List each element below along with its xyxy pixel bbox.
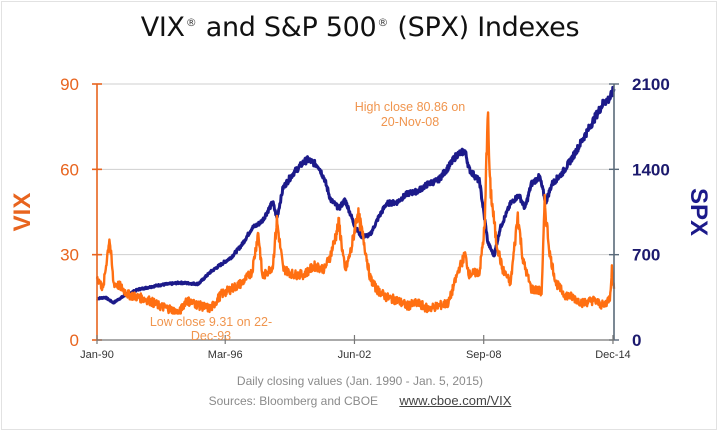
high-close-annotation: High close 80.86 on [355,100,466,114]
gridlines [97,83,614,256]
vix-series-line [95,111,616,315]
axes: 0 30 60 90 0 700 1400 2100 Jan-90 Mar-96 Jun-02 Sep… [9,75,712,361]
right-tick-label: 700 [632,246,660,265]
x-tick-label: Dec-14 [595,349,630,361]
spx-series-line [95,85,616,305]
sources-text: Sources: Bloomberg and CBOE [208,394,379,408]
registered-mark: ® [185,16,197,29]
left-tick-label: 30 [60,246,79,265]
chart-subtitle: Daily closing values (Jan. 1990 - Jan. 5… [236,374,484,388]
high-close-annotation-date: 20-Nov-08 [381,115,439,129]
right-tick-label: 2100 [632,75,670,94]
low-close-annotation: Low close 9.31 on 22- [150,315,272,329]
x-tick-label: Mar-96 [208,349,243,361]
low-close-annotation-date: Dec-93 [191,329,231,343]
x-tick-label: Jan-90 [80,349,114,361]
left-tick-label: 90 [60,75,79,94]
left-tick-label: 60 [60,160,79,179]
title-part-indexes: (SPX) Indexes [397,12,580,43]
title-part-vix: VIX [140,12,185,43]
chart-source-line: Sources: Bloomberg and CBOE www.cboe.com… [0,393,720,408]
left-tick-label: 0 [70,331,79,350]
x-tick-label: Jun-02 [338,349,372,361]
right-tick-label: 1400 [632,160,670,179]
registered-mark: ® [377,16,389,29]
spx-series-label: SPX [515,0,553,5]
title-part-sp500: and S&P 500 [205,12,377,43]
cboe-vix-link[interactable]: www.cboe.com/VIX [399,393,512,408]
right-axis-title: SPX [685,188,712,236]
left-axis-title: VIX [9,193,36,232]
x-tick-label: Sep-08 [466,349,501,361]
right-tick-label: 0 [632,331,641,350]
vix-series-label: VIX [138,0,169,5]
series-lines [95,85,616,315]
chart-title: VIX® and S&P 500® (SPX) Indexes [0,12,720,43]
